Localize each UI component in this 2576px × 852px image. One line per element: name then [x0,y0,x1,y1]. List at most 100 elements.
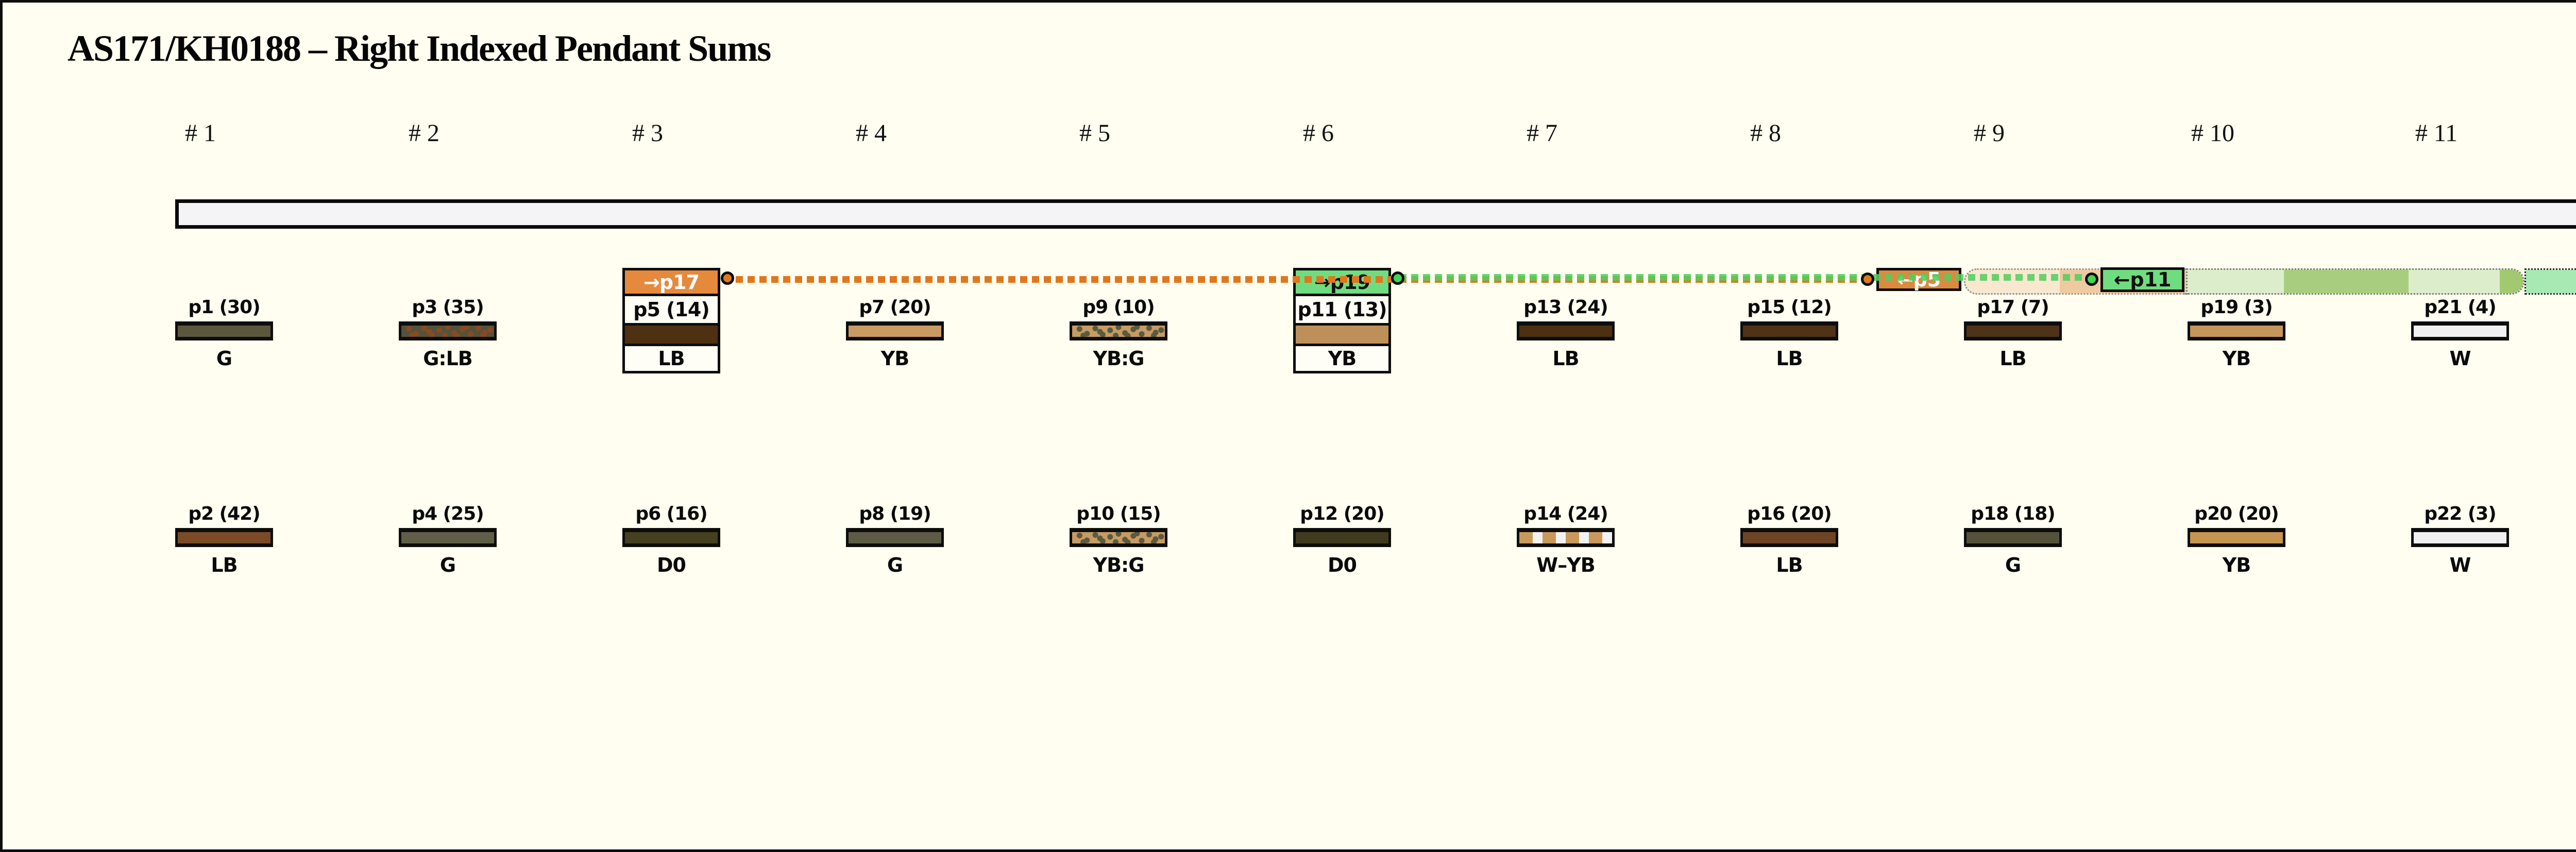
pendant-row-2: p2 (42) LB p4 (25) G p6 (16) D0 p8 (19) … [112,504,2576,576]
orange-connector-dot-p17-box [721,271,734,285]
pendant-code: D0 [1328,554,1357,576]
column-header-12: # 12 [2548,119,2576,147]
pendant-swatch [1070,321,1167,340]
pendant-label: p15 (12) [1747,297,1832,318]
pendant-label: p5 (14) [625,296,718,326]
pendant-label: p10 (15) [1076,503,1161,524]
column-header-10: # 10 [2191,120,2234,147]
pendant-box-p11: →p19 p11 (13) YB [1293,268,1391,373]
pendant-p15: p15 (12) LB [1677,268,1901,373]
pendant-label: p6 (16) [635,503,707,524]
pendant-code: G [216,347,232,370]
column-header-8: # 8 [1750,120,1781,147]
pendant-code: G:LB [423,347,473,370]
column-header-row: # 1 # 2 # 3 # 4 # 5 # 6 # 7 # 8 # 9 # 10… [89,119,2576,147]
pendant-p3: p3 (35) G:LB [336,268,560,373]
range-strip-green-endcap [2500,270,2523,293]
forward-reference-tag-p19: →p19 [1296,270,1388,296]
pendant-label: p16 (20) [1747,503,1832,524]
cord-bar [175,199,2576,229]
back-reference-tag-p11: ←p11 [2100,267,2184,292]
pendant-code: YB [880,347,909,370]
pendant-swatch [846,528,944,547]
pendant-swatch [175,321,273,340]
pendant-label: p22 (3) [2424,503,2496,524]
pendant-p9: p9 (10) YB:G [1007,268,1230,373]
column-header-7: # 7 [1527,120,1557,147]
pendant-swatch [625,326,718,346]
pendant-row-1: p1 (30) G p3 (35) G:LB →p17 p5 (14) LB p… [112,268,2576,373]
pendant-code: G [2005,554,2021,576]
pendant-p11-framed: →p19 p11 (13) YB [1230,268,1454,373]
orange-connector-dot-p5-tag [1861,272,1874,286]
pendant-label: p1 (30) [188,297,260,318]
pendant-swatch [622,528,720,547]
pendant-swatch [1964,321,2062,340]
pendant-code: G [887,554,903,576]
pendant-swatch [2411,528,2509,547]
pendant-label: p19 (3) [2200,297,2273,318]
pendant-code: D0 [657,554,686,576]
pendant-swatch [399,528,497,547]
pendant-p14: p14 (24) W–YB [1454,504,1677,576]
pendant-swatch [1517,321,1615,340]
pendant-swatch [846,321,944,340]
pendant-empty-slot [2572,504,2576,576]
pendant-code: LB [1776,347,1803,370]
pendant-p22: p22 (3) W [2348,504,2572,576]
pendant-label: p11 (13) [1296,296,1388,326]
pendant-label: p9 (10) [1082,297,1155,318]
pendant-code: YB [2222,347,2251,370]
pendant-label: p7 (20) [859,297,931,318]
pendant-label: p8 (19) [859,503,931,524]
pendant-code: YB:G [1093,554,1145,576]
column-header-6: # 6 [1303,120,1334,147]
pendant-label: p21 (4) [2424,297,2496,318]
pendant-swatch [1964,528,2062,547]
pendant-label: p3 (35) [412,297,484,318]
pendant-p4: p4 (25) G [336,504,560,576]
pendant-code: LB [1552,347,1579,370]
pendant-swatch [1517,528,1615,547]
pendant-p7: p7 (20) YB [783,268,1007,373]
pendant-p21: p21 (4) W [2348,268,2572,373]
pendant-p18: p18 (18) G [1901,504,2125,576]
pendant-swatch [2411,321,2509,340]
pendant-swatch [1740,528,1838,547]
pendant-swatch [2188,321,2285,340]
pendant-box-p5: →p17 p5 (14) LB [622,268,720,373]
range-strip-green-overlap [2284,270,2409,293]
column-header-2: # 2 [409,120,439,147]
pendant-p2: p2 (42) LB [112,504,336,576]
pendant-p20: p20 (20) YB [2125,504,2348,576]
green-connector-dot-p11-tag [2085,272,2098,286]
pendant-p8: p8 (19) G [783,504,1007,576]
range-strip-green [2186,268,2524,295]
pendant-code: LB [1776,554,1803,576]
pendant-code: W [2449,554,2471,576]
pendant-swatch [1296,326,1388,346]
pendant-p19: p19 (3) YB [2125,268,2348,373]
pendant-p5-framed: →p17 p5 (14) LB [560,268,783,373]
pendant-code: LB [1999,347,2026,370]
column-header-11: # 11 [2415,120,2458,147]
pendant-p12: p12 (20) D0 [1230,504,1454,576]
pendant-label: p4 (25) [412,503,484,524]
range-strip-mint [2524,268,2576,295]
pendant-swatch [399,321,497,340]
green-connector-dot-p19-box [1391,271,1404,285]
pendant-label: p20 (20) [2194,503,2279,524]
range-strip-mint-start [2526,270,2576,293]
column-header-4: # 4 [856,120,887,147]
pendant-p17: p17 (7) LB [1901,268,2125,373]
pendant-swatch [175,528,273,547]
pendant-p6: p6 (16) D0 [560,504,783,576]
pendant-swatch [2188,528,2285,547]
pendant-code: W [2449,347,2471,370]
pendant-code: YB [1328,347,1357,370]
pendant-swatch [1293,528,1391,547]
pendant-label: p14 (24) [1523,503,1608,524]
pendant-code: YB:G [1093,347,1145,370]
pendant-code: W–YB [1536,554,1595,576]
